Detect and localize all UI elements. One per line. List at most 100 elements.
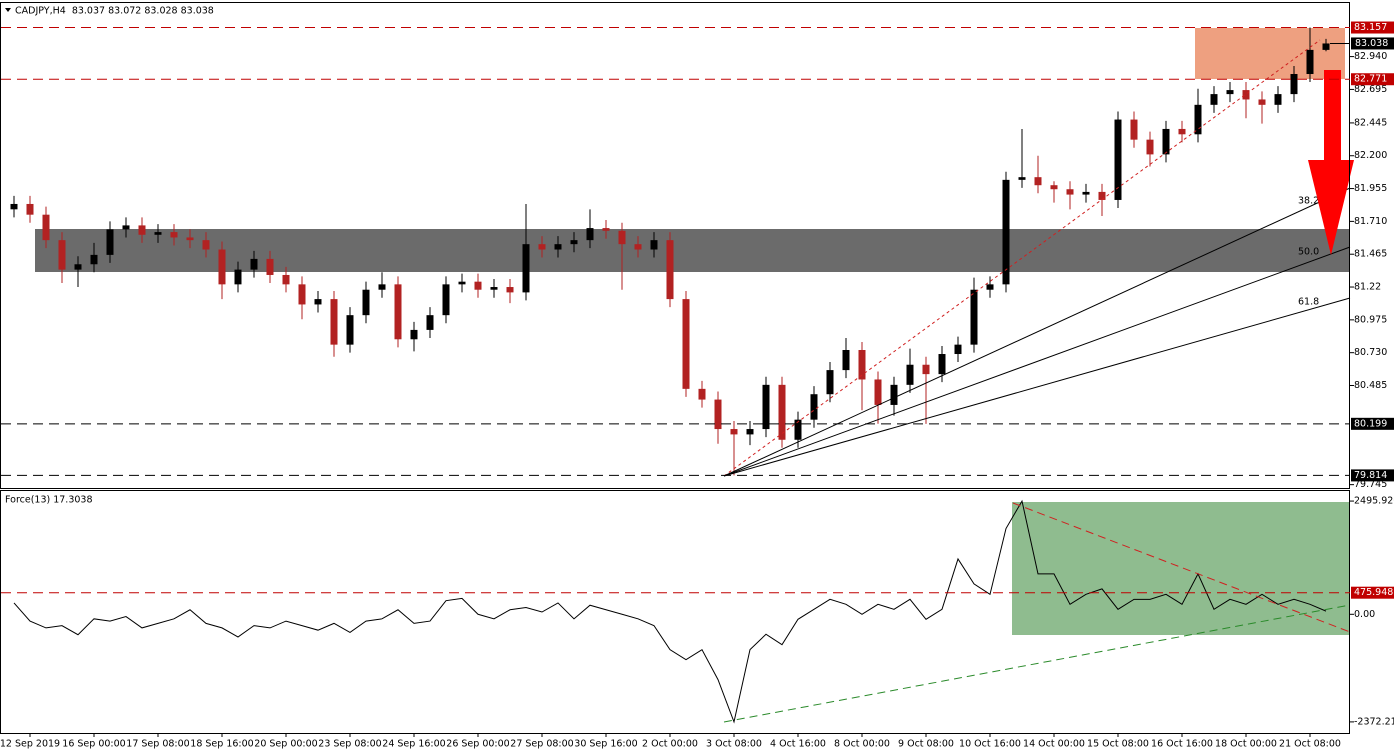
candle-body: [1098, 191, 1106, 200]
price-panel-frame: [0, 2, 1350, 489]
x-tick-label: 26 Sep 00:00: [446, 739, 509, 750]
last-price-box: [1351, 37, 1394, 50]
y-tick-label: 82.695: [1354, 84, 1387, 95]
candle-body: [986, 284, 994, 290]
candle-body: [26, 203, 34, 215]
candle-body: [1210, 94, 1218, 105]
y-tick-label: 81.710: [1354, 216, 1387, 227]
level-box: [1351, 469, 1394, 482]
candle-body: [298, 284, 306, 305]
x-tick-label: 14 Oct 00:00: [1023, 739, 1085, 750]
x-tick-label: 12 Sep 2019: [0, 739, 60, 750]
x-tick-label: 18 Sep 16:00: [190, 739, 253, 750]
x-tick-label: 17 Sep 08:00: [126, 739, 189, 750]
y-tick-label: -2372.21: [1354, 716, 1394, 727]
candle-body: [970, 289, 978, 345]
candle-body: [42, 214, 50, 241]
force-trend-line: [723, 604, 1351, 723]
x-tick-label: 18 Oct 00:00: [1215, 739, 1277, 750]
candle-body: [362, 289, 370, 316]
candle-body: [170, 232, 178, 238]
candle-body: [490, 287, 498, 290]
y-tick-label: 0.00: [1354, 609, 1375, 620]
candle-body: [810, 394, 818, 420]
y-tick-label: 79.745: [1354, 479, 1387, 490]
candle-body: [618, 230, 626, 245]
x-tick-label: 24 Sep 16:00: [382, 739, 445, 750]
candle-body: [250, 258, 258, 270]
candle-body: [186, 237, 194, 241]
candle-body: [1242, 90, 1250, 100]
candle-body: [1002, 179, 1010, 285]
candle-body: [1258, 99, 1266, 105]
candle-body: [826, 370, 834, 395]
candle-body: [1018, 177, 1026, 180]
candle-body: [858, 350, 866, 380]
x-tick-label: 3 Oct 08:00: [706, 739, 762, 750]
candle-body: [666, 240, 674, 300]
resistance-zone: [1195, 28, 1345, 79]
chart-title: CADJPY,H4 83.037 83.072 83.028 83.038: [15, 6, 214, 17]
candle-body: [394, 284, 402, 340]
candle-body: [1114, 119, 1122, 200]
candle-body: [938, 354, 946, 375]
candle-body: [314, 299, 322, 305]
x-tick-label: 21 Oct 08:00: [1279, 739, 1341, 750]
candle-body: [778, 384, 786, 440]
candle-body: [506, 287, 514, 293]
x-tick-label: 10 Oct 16:00: [959, 739, 1021, 750]
candle-body: [874, 379, 882, 405]
candle-body: [714, 399, 722, 430]
fib-label: 61.8: [1298, 297, 1319, 308]
candle-body: [1162, 128, 1170, 155]
candle-body: [218, 249, 226, 285]
candle-body: [554, 244, 562, 250]
candle-body: [106, 229, 114, 255]
candle-body: [378, 284, 386, 290]
down-arrow: [1308, 70, 1354, 255]
candle-body: [794, 419, 802, 440]
y-tick-label: 82.445: [1354, 117, 1387, 128]
candle-body: [1146, 139, 1154, 155]
candle-body: [346, 315, 354, 345]
candle-body: [74, 264, 82, 270]
level-box: [1351, 417, 1394, 430]
y-tick-label: 81.22: [1354, 282, 1381, 293]
candle-body: [1130, 119, 1138, 140]
candle-body: [1322, 43, 1330, 50]
x-tick-label: 23 Sep 08:00: [318, 739, 381, 750]
candle-body: [1274, 94, 1282, 105]
y-tick-label: 81.465: [1354, 249, 1387, 260]
x-tick-label: 20 Sep 00:00: [254, 739, 317, 750]
candle-body: [1050, 185, 1058, 190]
level-label: 83.157: [1354, 22, 1387, 33]
candle-body: [1194, 104, 1202, 135]
candle-body: [234, 269, 242, 285]
y-tick-label: 82.200: [1354, 150, 1387, 161]
candle-body: [730, 429, 738, 435]
candle-body: [842, 350, 850, 371]
last-price-label: 83.038: [1355, 38, 1388, 49]
candle-body: [906, 364, 914, 385]
candle-body: [202, 240, 210, 250]
menu-icon: [5, 8, 11, 12]
candle-body: [586, 228, 594, 241]
x-tick-label: 27 Sep 08:00: [510, 739, 573, 750]
candle-body: [58, 240, 66, 270]
level-box: [1351, 586, 1394, 599]
fib-fan-line: [723, 187, 1351, 477]
support-zone: [35, 229, 1350, 272]
candle-body: [682, 299, 690, 389]
x-tick-label: 9 Oct 08:00: [898, 739, 954, 750]
candle-body: [1066, 189, 1074, 195]
candle-body: [1306, 49, 1314, 75]
candle-body: [1034, 177, 1042, 186]
y-tick-label: 80.485: [1354, 380, 1387, 391]
candle-body: [458, 281, 466, 285]
candle-body: [282, 274, 290, 285]
fib-fan-line: [723, 246, 1351, 477]
candle-body: [1082, 191, 1090, 195]
candle-body: [522, 244, 530, 293]
candle-body: [1290, 74, 1298, 95]
level-box: [1351, 21, 1394, 34]
